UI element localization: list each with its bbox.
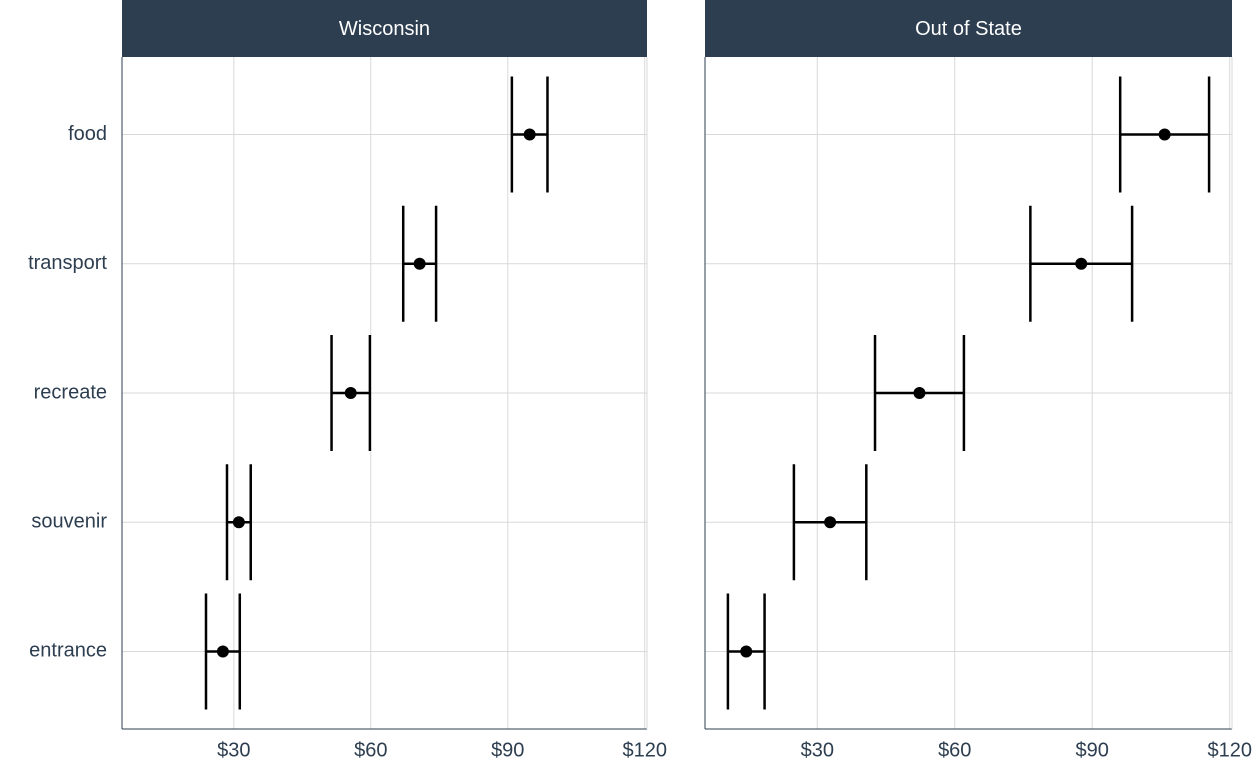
y-tick-label: food [68,123,107,145]
point [523,128,536,141]
x-tick-label: $90 [1076,739,1109,761]
point [1075,257,1088,270]
x-tick-label: $90 [491,739,524,761]
x-tick-label: $120 [1207,739,1252,761]
point [232,516,245,529]
point [413,257,426,270]
point [1158,128,1171,141]
y-tick-label: recreate [34,381,107,403]
point [344,387,357,399]
strip [122,0,647,57]
x-tick-label: $30 [801,739,834,761]
x-tick-label: $120 [622,739,667,761]
strip [705,0,1232,57]
y-tick-label: transport [28,252,107,274]
panel-title: Wisconsin [339,18,430,40]
y-tick-label: entrance [29,640,107,662]
point [824,516,837,529]
x-tick-label: $60 [938,739,971,761]
point [740,645,753,658]
point [913,387,926,399]
x-tick-label: $30 [217,739,250,761]
y-tick-label: souvenir [31,511,107,533]
point [216,645,229,658]
panel-title: Out of State [915,18,1022,40]
x-tick-label: $60 [354,739,387,761]
